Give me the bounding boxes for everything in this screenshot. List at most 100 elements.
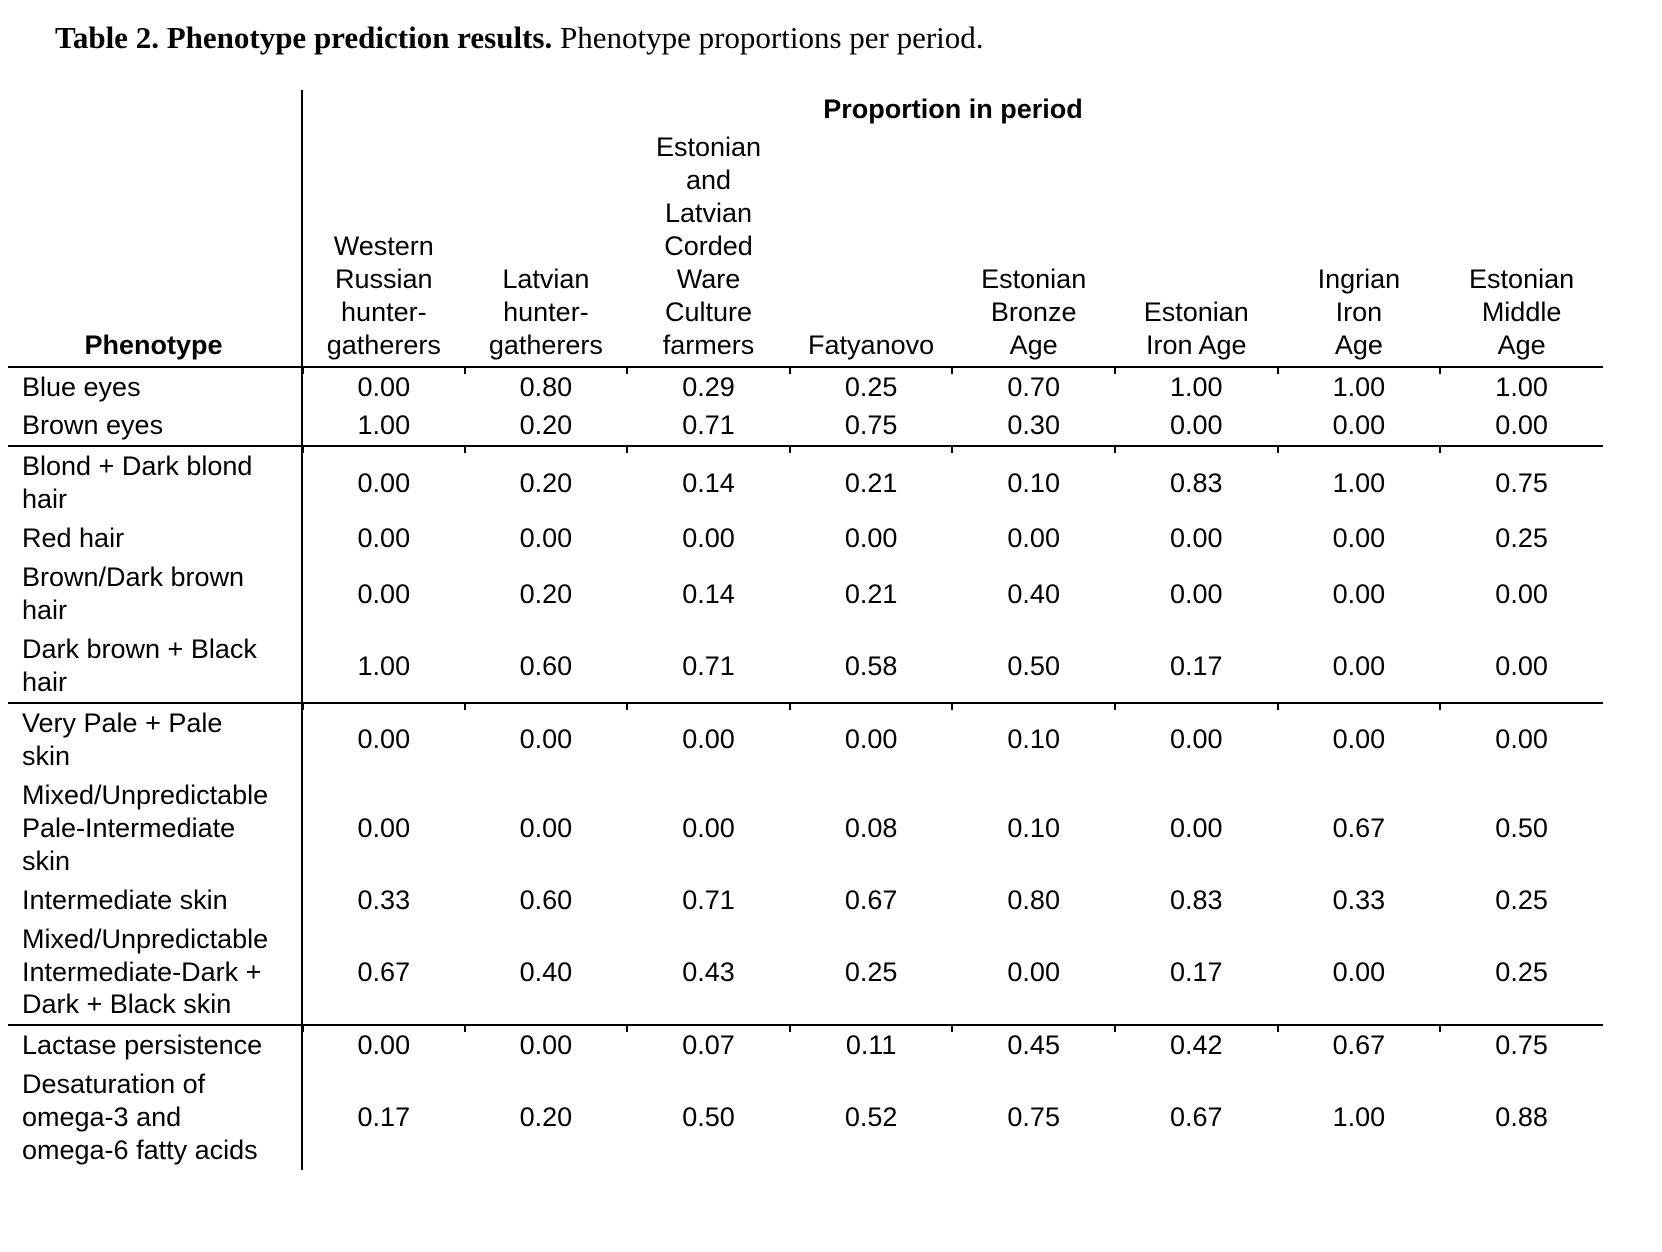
value-cell: 0.20 xyxy=(519,410,573,441)
value-cell: 0.67 xyxy=(1332,812,1386,843)
value-cell: 0.80 xyxy=(463,365,628,407)
value-cell: 0.00 xyxy=(463,1024,628,1066)
value-cell: 0.25 xyxy=(788,365,953,407)
value-cell: 0.33 xyxy=(1332,884,1386,915)
value-cell: 0.43 xyxy=(682,956,735,987)
value-cell: 0.00 xyxy=(357,523,411,554)
value-cell: 1.00 xyxy=(1276,445,1441,520)
value-cell: 0.08 xyxy=(844,812,898,843)
value-cell: 0.14 xyxy=(682,578,735,609)
column-header-estonian-bronze-age: Estonian Bronze Age xyxy=(952,127,1115,368)
value-cell: 0.60 xyxy=(519,884,573,915)
span-header-row: Proportion in period xyxy=(8,90,1603,128)
value-cell: 0.25 xyxy=(1495,523,1548,554)
value-cell: 0.11 xyxy=(788,1024,953,1066)
value-cell: 0.00 xyxy=(1170,523,1223,554)
value-cell: 0.00 xyxy=(844,523,898,554)
column-header-western-russian-hg: Western Russian hunter- gatherers xyxy=(302,127,465,368)
value-cell: 0.00 xyxy=(463,701,628,776)
table-row: Brown eyes 1.00 0.20 0.71 0.75 0.30 0.00… xyxy=(8,406,1603,447)
value-cell: 0.75 xyxy=(1007,1102,1060,1133)
value-cell: 0.10 xyxy=(1007,812,1060,843)
value-cell: 0.00 xyxy=(1113,701,1278,776)
value-cell: 0.40 xyxy=(519,956,573,987)
value-cell: 0.17 xyxy=(1170,956,1223,987)
value-cell: 0.00 xyxy=(357,812,411,843)
value-cell: 0.58 xyxy=(844,650,898,681)
table-row: Very Pale + Pale skin 0.00 0.00 0.00 0.0… xyxy=(8,701,1603,776)
value-cell: 0.29 xyxy=(626,365,790,407)
value-cell: 0.75 xyxy=(844,410,898,441)
caption-subtitle: Phenotype proportions per period. xyxy=(559,20,984,55)
phenotype-label: Blue eyes xyxy=(8,366,304,407)
column-header-fatyanovo: Fatyanovo xyxy=(789,127,953,368)
value-cell: 0.10 xyxy=(951,701,1115,776)
value-cell: 0.50 xyxy=(1495,812,1548,843)
phenotype-table: Proportion in period Phenotype Western R… xyxy=(8,90,1603,1171)
value-cell: 0.20 xyxy=(519,1102,573,1133)
value-cell: 0.00 xyxy=(1332,410,1386,441)
value-cell: 0.33 xyxy=(357,884,411,915)
value-cell: 0.00 xyxy=(1332,650,1386,681)
phenotype-column-header: Phenotype xyxy=(8,127,304,368)
value-cell: 0.67 xyxy=(357,956,411,987)
column-header-estonian-middle-age: Estonian Middle Age xyxy=(1440,127,1603,368)
value-cell: 0.67 xyxy=(1276,1024,1441,1066)
table-row: Intermediate skin 0.33 0.60 0.71 0.67 0.… xyxy=(8,880,1603,920)
column-header-estonian-iron-age: Estonian Iron Age xyxy=(1114,127,1278,368)
value-cell: 0.00 xyxy=(682,523,735,554)
value-cell: 0.00 xyxy=(1495,650,1548,681)
column-header-latvian-hg: Latvian hunter- gatherers xyxy=(464,127,628,368)
table-row: Lactase persistence 0.00 0.00 0.07 0.11 … xyxy=(8,1024,1603,1066)
value-cell: 0.52 xyxy=(844,1102,898,1133)
value-cell: 0.00 xyxy=(1276,701,1441,776)
value-cell: 0.00 xyxy=(1170,578,1223,609)
value-cell: 0.75 xyxy=(1439,445,1603,520)
value-cell: 0.00 xyxy=(301,445,465,520)
value-cell: 0.00 xyxy=(1439,701,1603,776)
span-header: Proportion in period xyxy=(823,94,1083,124)
value-cell: 0.00 xyxy=(1007,956,1060,987)
value-cell: 0.00 xyxy=(626,701,790,776)
value-cell: 0.00 xyxy=(1332,956,1386,987)
value-cell: 0.71 xyxy=(682,884,735,915)
value-cell: 0.00 xyxy=(1495,410,1548,441)
value-cell: 0.00 xyxy=(1332,578,1386,609)
phenotype-label: Intermediate skin xyxy=(8,880,304,920)
value-cell: 1.00 xyxy=(1439,365,1603,407)
table-row: Desaturation of omega-3 and omega-6 fatt… xyxy=(8,1065,1603,1171)
value-cell: 0.25 xyxy=(1495,884,1548,915)
value-cell: 0.00 xyxy=(1007,523,1060,554)
value-cell: 0.14 xyxy=(626,445,790,520)
table-row: Dark brown + Black hair 1.00 0.60 0.71 0… xyxy=(8,630,1603,703)
phenotype-label: Desaturation of omega-3 and omega-6 fatt… xyxy=(8,1065,304,1171)
value-cell: 0.83 xyxy=(1170,884,1223,915)
value-cell: 0.50 xyxy=(1007,650,1060,681)
phenotype-label: Red hair xyxy=(8,519,304,559)
value-cell: 0.00 xyxy=(301,1024,465,1066)
value-cell: 1.00 xyxy=(357,410,411,441)
table-row: Mixed/Unpredictable Intermediate-Dark + … xyxy=(8,919,1603,1026)
value-cell: 0.70 xyxy=(951,365,1115,407)
column-header-corded-ware-farmers: Estonian and Latvian Corded Ware Culture… xyxy=(627,127,790,368)
value-cell: 0.83 xyxy=(1113,445,1278,520)
value-cell: 0.00 xyxy=(1495,578,1548,609)
phenotype-label: Brown/Dark brown hair xyxy=(8,558,304,631)
value-cell: 0.00 xyxy=(1170,410,1223,441)
value-cell: 0.75 xyxy=(1439,1024,1603,1066)
value-cell: 0.00 xyxy=(1332,523,1386,554)
phenotype-label: Mixed/Unpredictable Pale-Intermediate sk… xyxy=(8,775,304,881)
value-cell: 1.00 xyxy=(1276,365,1441,407)
table-row: Brown/Dark brown hair 0.00 0.20 0.14 0.2… xyxy=(8,558,1603,631)
value-cell: 0.88 xyxy=(1495,1102,1548,1133)
value-cell: 0.25 xyxy=(1495,956,1548,987)
table-row: Blond + Dark blond hair 0.00 0.20 0.14 0… xyxy=(8,445,1603,520)
value-cell: 1.00 xyxy=(1332,1102,1386,1133)
value-cell: 0.21 xyxy=(844,578,898,609)
column-header-row: Phenotype Western Russian hunter- gather… xyxy=(8,127,1603,368)
value-cell: 0.17 xyxy=(1170,650,1223,681)
value-cell: 0.00 xyxy=(301,701,465,776)
value-cell: 0.21 xyxy=(788,445,953,520)
phenotype-label: Very Pale + Pale skin xyxy=(8,701,304,776)
phenotype-label: Dark brown + Black hair xyxy=(8,630,304,703)
